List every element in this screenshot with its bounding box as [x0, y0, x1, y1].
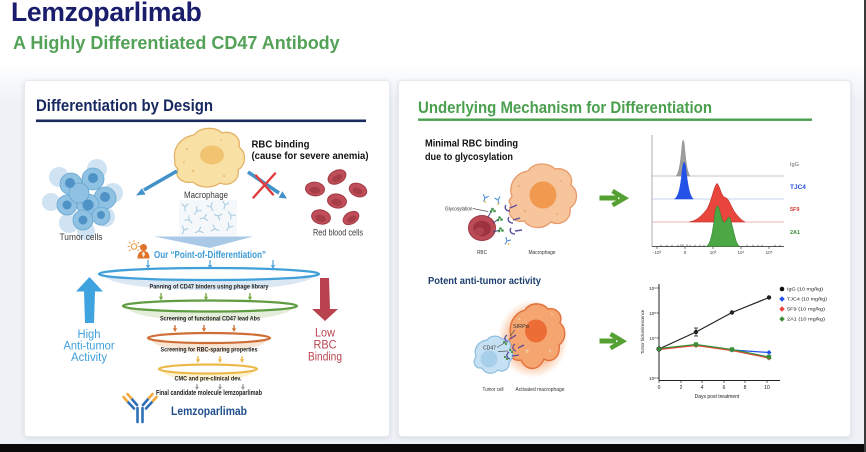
svg-text:Tumor bioluminescence: Tumor bioluminescence — [640, 309, 645, 354]
svg-text:10⁸: 10⁸ — [649, 311, 656, 316]
svg-text:IgG: IgG — [790, 162, 799, 168]
svg-text:Screening for RBC-sparing prop: Screening for RBC-sparing properties — [161, 347, 258, 354]
svg-text:-10³: -10³ — [653, 250, 662, 255]
svg-text:0: 0 — [658, 385, 661, 391]
svg-text:2: 2 — [680, 385, 683, 391]
svg-text:2A1: 2A1 — [790, 230, 800, 236]
svg-text:10⁹: 10⁹ — [649, 286, 656, 291]
svg-text:5F9 (10 mg/kg): 5F9 (10 mg/kg) — [787, 307, 826, 312]
svg-text:10⁶: 10⁶ — [649, 376, 656, 381]
svg-text:Minimal RBC binding: Minimal RBC binding — [425, 139, 518, 150]
svg-text:High: High — [78, 329, 101, 341]
svg-text:Our “Point-of-Differentiation”: Our “Point-of-Differentiation” — [154, 250, 266, 261]
svg-text:Glycosylation: Glycosylation — [445, 207, 473, 213]
svg-text:10³: 10³ — [710, 250, 717, 255]
svg-text:CD47: CD47 — [483, 346, 496, 352]
svg-text:Binding: Binding — [308, 352, 342, 364]
svg-text:IgG (10 mg/kg): IgG (10 mg/kg) — [787, 287, 824, 292]
svg-text:10⁴: 10⁴ — [738, 250, 745, 255]
svg-text:Low: Low — [315, 328, 336, 340]
svg-text:Underlying Mechanism for Diffe: Underlying Mechanism for Differentiation — [418, 98, 712, 117]
svg-text:Lemzoparlimab: Lemzoparlimab — [171, 406, 247, 418]
svg-text:TJC4: TJC4 — [790, 184, 806, 191]
svg-text:due to glycosylation: due to glycosylation — [425, 152, 513, 163]
svg-text:10⁵: 10⁵ — [766, 250, 773, 255]
svg-text:Differentiation by Design: Differentiation by Design — [36, 96, 213, 115]
svg-text:Macrophage: Macrophage — [529, 250, 556, 256]
svg-text:Red blood cells: Red blood cells — [313, 228, 363, 238]
svg-text:RBC binding: RBC binding — [252, 139, 310, 151]
svg-text:Potent anti-tumor activity: Potent anti-tumor activity — [428, 275, 541, 287]
svg-text:CMC and pre-clinical dev.: CMC and pre-clinical dev. — [175, 376, 242, 383]
svg-text:Tumor cell: Tumor cell — [483, 387, 504, 393]
svg-text:Final candidate molecule lemzo: Final candidate molecule lemzoparlimab — [156, 390, 262, 397]
svg-text:6: 6 — [723, 385, 726, 391]
svg-text:Anti-tumor: Anti-tumor — [64, 341, 115, 353]
svg-text:5F9: 5F9 — [790, 207, 799, 213]
svg-text:Panning of CD47 binders using: Panning of CD47 binders using phage libr… — [150, 284, 269, 291]
svg-text:Macrophage: Macrophage — [184, 190, 228, 201]
svg-text:TJC4 (10 mg/kg): TJC4 (10 mg/kg) — [787, 297, 828, 302]
svg-text:0: 0 — [684, 250, 687, 255]
svg-text:SIRPα: SIRPα — [513, 324, 530, 330]
svg-text:Activated macrophage: Activated macrophage — [516, 387, 565, 393]
svg-text:(cause for severe anemia): (cause for severe anemia) — [252, 150, 369, 162]
svg-text:10⁷: 10⁷ — [649, 336, 656, 341]
svg-text:Days post treatment: Days post treatment — [695, 394, 740, 400]
svg-text:2A1 (10 mg/kg): 2A1 (10 mg/kg) — [787, 317, 826, 322]
svg-text:RBC: RBC — [314, 340, 337, 352]
svg-text:4: 4 — [701, 385, 704, 391]
svg-text:10: 10 — [764, 385, 770, 391]
svg-text:8: 8 — [744, 385, 747, 391]
svg-text:Tumor cells: Tumor cells — [60, 232, 103, 243]
svg-text:Screening of functional CD47 l: Screening of functional CD47 lead Abs — [160, 316, 260, 323]
svg-text:RBC: RBC — [477, 250, 487, 256]
svg-text:Activity: Activity — [71, 352, 107, 364]
